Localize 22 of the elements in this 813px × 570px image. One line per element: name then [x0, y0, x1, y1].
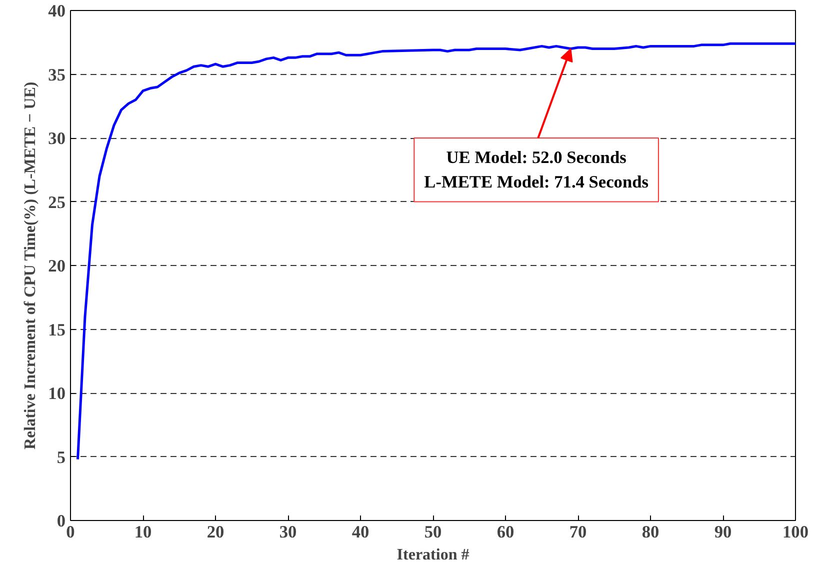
y-tick-label: 20 — [48, 256, 66, 276]
x-tick-label: 30 — [279, 522, 297, 542]
y-tick-label: 5 — [56, 448, 66, 467]
x-tick-label: 70 — [569, 522, 587, 542]
x-tick-label: 50 — [424, 522, 442, 542]
y-tick-label: 30 — [48, 129, 66, 148]
y-tick-label: 35 — [48, 65, 66, 84]
x-tick-label: 60 — [496, 522, 514, 542]
x-axis-title: Iteration # — [396, 546, 470, 564]
x-tick-label: 10 — [134, 522, 152, 542]
x-tick-label: 40 — [352, 522, 370, 542]
x-tick-label: 90 — [714, 522, 732, 542]
annotation: UE Model: 52.0 Seconds L-METE Model: 71.4 Seconds — [424, 148, 649, 192]
y-tick-label: 25 — [48, 192, 66, 212]
y-tick-label: 10 — [48, 384, 66, 403]
x-tick-label: 20 — [206, 522, 224, 542]
y-tick-label: 15 — [48, 320, 66, 340]
y-tick-label: 40 — [48, 2, 66, 20]
line-series — [76, 42, 796, 461]
x-tick-label: 80 — [642, 522, 660, 542]
x-tick-label: 100 — [782, 522, 809, 542]
y-axis-title: Relative Increment of CPU Time(%) (L-METE − UE) — [22, 82, 40, 450]
